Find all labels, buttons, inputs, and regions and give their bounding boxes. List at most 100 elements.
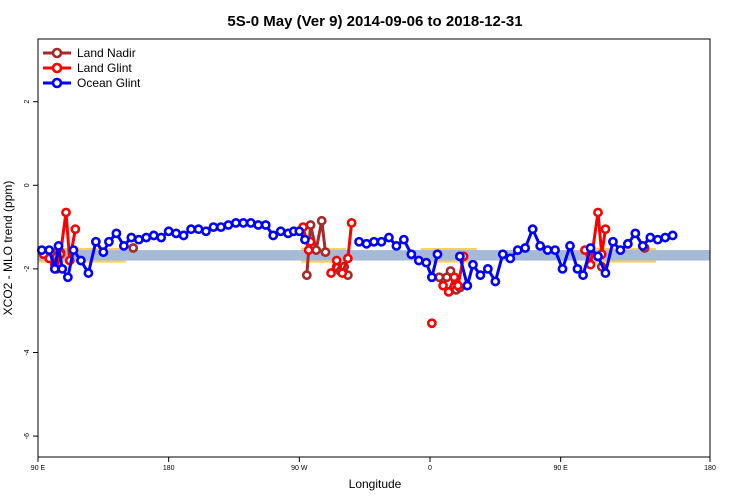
ocean-glint-point bbox=[652, 234, 663, 245]
plot-frame bbox=[37, 38, 711, 458]
ocean-glint-point bbox=[126, 232, 137, 243]
land-nadir-point bbox=[434, 272, 445, 283]
x-tick-label: 90 E bbox=[553, 465, 568, 472]
land-glint-point bbox=[449, 272, 460, 283]
x-axis-label: Longitude bbox=[349, 477, 402, 491]
y-tick-label: -2 bbox=[24, 266, 31, 272]
ocean-glint-point bbox=[62, 272, 73, 283]
land-glint-point bbox=[303, 245, 314, 255]
legend-label: Land Nadir bbox=[77, 46, 136, 60]
ocean-glint-point bbox=[104, 236, 114, 247]
y-tick-label: 0 bbox=[24, 183, 31, 187]
ocean-glint-point bbox=[230, 218, 241, 228]
ocean-glint-point bbox=[520, 243, 531, 253]
band-1-segment-0 bbox=[38, 250, 710, 261]
x-tick-label: 0 bbox=[428, 465, 432, 472]
y-tick-label: 2 bbox=[24, 100, 31, 104]
ocean-glint-point bbox=[578, 270, 588, 281]
x-tick-label: 180 bbox=[163, 465, 175, 472]
ocean-glint-point bbox=[141, 232, 152, 243]
ocean-glint-point bbox=[535, 241, 546, 251]
ocean-glint-point bbox=[660, 232, 671, 243]
ocean-glint-point bbox=[98, 247, 109, 258]
ocean-glint-point bbox=[76, 255, 86, 266]
x-tick-label: 90 E bbox=[31, 465, 46, 472]
land-glint-point bbox=[438, 280, 448, 291]
ocean-glint-point bbox=[133, 234, 144, 245]
land-nadir-point bbox=[316, 215, 327, 226]
legend-label: Land Glint bbox=[77, 61, 132, 75]
ocean-glint-point bbox=[49, 263, 60, 274]
ocean-glint-point bbox=[505, 253, 516, 264]
land-glint-point bbox=[337, 268, 348, 278]
ocean-glint-point bbox=[550, 245, 560, 255]
ocean-glint-point bbox=[622, 238, 633, 249]
ocean-glint-point bbox=[468, 259, 478, 270]
y-tick-label: -6 bbox=[24, 433, 31, 439]
land-glint-point bbox=[443, 286, 454, 297]
land-nadir-point bbox=[305, 220, 316, 230]
ocean-glint-series bbox=[36, 218, 678, 291]
legend-item-ocean-glint: Ocean Glint bbox=[43, 76, 141, 90]
ocean-glint-point bbox=[667, 230, 678, 241]
ocean-glint-point bbox=[36, 245, 47, 255]
legend-swatch-marker bbox=[51, 62, 63, 74]
ocean-glint-point bbox=[216, 222, 226, 232]
ocean-glint-point bbox=[148, 230, 159, 241]
ocean-glint-point bbox=[384, 232, 394, 243]
land-glint-point bbox=[342, 253, 353, 264]
ocean-glint-point bbox=[361, 238, 372, 249]
land-glint-point bbox=[426, 318, 437, 329]
ocean-glint-point bbox=[585, 243, 596, 253]
ocean-glint-point bbox=[475, 270, 486, 281]
ocean-glint-point bbox=[238, 218, 249, 228]
legend-label: Ocean Glint bbox=[77, 76, 141, 90]
ocean-glint-point bbox=[208, 222, 219, 232]
ocean-glint-point bbox=[615, 245, 626, 255]
ocean-glint-point bbox=[163, 226, 174, 237]
legend-item-land-glint: Land Glint bbox=[43, 61, 132, 75]
ocean-glint-point bbox=[118, 241, 129, 251]
ocean-glint-point bbox=[294, 226, 305, 237]
ocean-glint-point bbox=[300, 234, 310, 245]
ocean-glint-point bbox=[645, 232, 656, 243]
ocean-glint-point bbox=[171, 228, 182, 239]
chart-title: 5S-0 May (Ver 9) 2014-09-06 to 2018-12-3… bbox=[227, 13, 522, 30]
ocean-glint-point bbox=[630, 228, 641, 239]
ocean-glint-point bbox=[608, 236, 618, 247]
ocean-glint-point bbox=[512, 245, 523, 255]
ocean-glint-point bbox=[201, 226, 211, 237]
ocean-glint-point bbox=[223, 220, 234, 230]
ocean-glint-point bbox=[426, 272, 437, 283]
x-tick-label: 90 W bbox=[291, 465, 308, 472]
y-axis: 2 0 -2 -4 -6 bbox=[24, 100, 38, 439]
land-glint-point bbox=[593, 207, 603, 218]
ocean-glint-point bbox=[376, 236, 387, 247]
ocean-glint-point bbox=[600, 268, 611, 278]
ocean-glint-point bbox=[398, 234, 409, 245]
ocean-glint-point bbox=[432, 249, 443, 260]
land-nadir-point bbox=[128, 243, 139, 253]
ocean-glint-point bbox=[253, 220, 264, 230]
ocean-glint-point bbox=[637, 241, 648, 251]
ocean-glint-point bbox=[260, 220, 271, 230]
ocean-glint-point bbox=[354, 236, 364, 247]
land-glint-point bbox=[70, 224, 81, 235]
ocean-glint-point bbox=[178, 230, 189, 241]
ocean-glint-point bbox=[369, 236, 379, 247]
land-glint-point bbox=[61, 207, 71, 218]
land-nadir-point bbox=[301, 270, 312, 281]
legend-swatch-marker bbox=[51, 47, 63, 59]
land-nadir-point bbox=[320, 247, 331, 258]
land-glint-point bbox=[453, 280, 463, 291]
land-nadir-point bbox=[311, 245, 322, 255]
ocean-glint-point bbox=[572, 263, 583, 274]
ocean-glint-point bbox=[111, 228, 122, 239]
land-glint-point bbox=[600, 224, 611, 235]
y-tick-label: -4 bbox=[24, 349, 31, 355]
ocean-glint-point bbox=[245, 218, 256, 228]
ocean-glint-point bbox=[53, 241, 64, 251]
land-glint-series bbox=[38, 207, 611, 329]
ocean-glint-point bbox=[275, 226, 286, 237]
